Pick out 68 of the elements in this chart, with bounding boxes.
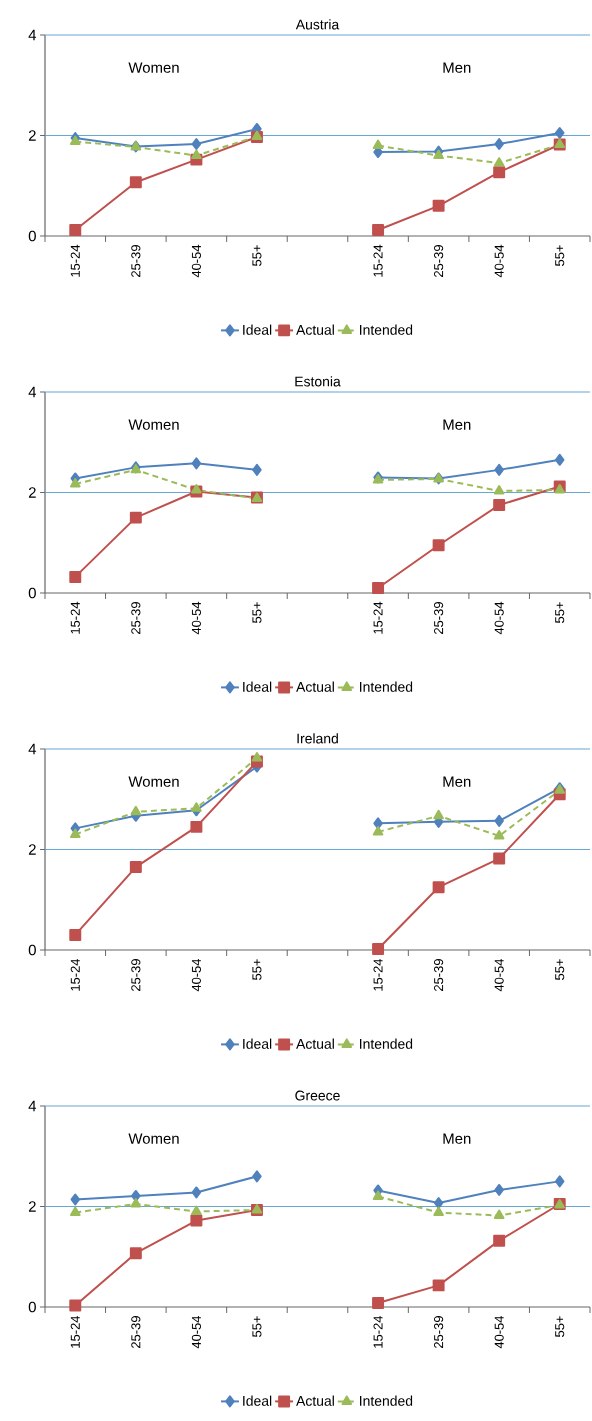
legend-label: Actual (296, 681, 334, 692)
annotation: Women (128, 776, 179, 787)
annotation: Women (128, 419, 179, 430)
chart-title: Estonia (295, 376, 341, 387)
y-tick-label: 0 (28, 230, 36, 242)
x-tick-label: 40-54 (494, 1315, 504, 1349)
x-tick-label: 15-24 (70, 1315, 80, 1348)
x-tick-label: 55+ (252, 602, 262, 623)
x-tick-label: 40-54 (191, 601, 201, 635)
x-tick-label: 40-54 (494, 244, 504, 278)
x-tick-label: 15-24 (373, 1315, 383, 1348)
annotation: Women (128, 62, 179, 73)
y-tick-label: 4 (28, 743, 37, 755)
x-tick-label: 25-39 (131, 959, 141, 991)
y-tick-label: 2 (28, 130, 36, 141)
chart-title: Austria (295, 19, 340, 30)
legend-label: Ideal (243, 324, 272, 335)
x-tick-label: 40-54 (494, 958, 504, 992)
x-tick-label: 15-24 (373, 958, 383, 991)
x-tick-label: 15-24 (373, 244, 383, 277)
y-tick-label: 4 (28, 1100, 37, 1112)
legend-label: Intended (360, 1395, 413, 1406)
x-tick-label: 55+ (555, 1316, 565, 1337)
legend-label: Ideal (243, 1395, 272, 1406)
x-tick-label: 15-24 (70, 244, 80, 277)
x-tick-label: 25-39 (434, 602, 444, 634)
y-tick-label: 4 (28, 386, 37, 398)
x-tick-label: 40-54 (191, 1315, 201, 1349)
x-tick-label: 40-54 (494, 601, 504, 635)
x-tick-label: 55+ (252, 1316, 262, 1337)
legend-label: Actual (296, 1038, 334, 1049)
x-tick-label: 15-24 (70, 958, 80, 991)
x-tick-label: 25-39 (131, 245, 141, 277)
chart-title: Greece (295, 1090, 340, 1101)
x-tick-label: 25-39 (434, 959, 444, 991)
legend-label: Ideal (243, 681, 272, 692)
y-tick-label: 0 (28, 1301, 36, 1313)
y-tick-label: 2 (28, 844, 36, 855)
y-tick-label: 2 (28, 487, 36, 498)
x-tick-label: 25-39 (131, 602, 141, 634)
x-tick-label: 15-24 (373, 601, 383, 634)
x-tick-label: 55+ (252, 959, 262, 980)
y-tick-label: 0 (28, 944, 36, 956)
legend-label: Ideal (243, 1038, 272, 1049)
x-tick-label: 55+ (555, 602, 565, 623)
x-tick-label: 40-54 (191, 244, 201, 278)
x-tick-label: 55+ (252, 245, 262, 266)
legend-label: Intended (360, 1038, 413, 1049)
chart-title: Ireland (297, 733, 338, 744)
y-tick-label: 2 (28, 1201, 36, 1212)
x-tick-label: 40-54 (191, 958, 201, 992)
annotation: Women (128, 1133, 179, 1144)
x-tick-label: 25-39 (434, 245, 444, 277)
x-tick-label: 25-39 (131, 1316, 141, 1348)
x-tick-label: 55+ (555, 245, 565, 266)
legend-label: Actual (296, 324, 334, 335)
annotation: Men (443, 1133, 471, 1144)
legend-label: Actual (296, 1395, 334, 1406)
x-tick-label: 25-39 (434, 1316, 444, 1348)
legend-label: Intended (360, 324, 413, 335)
legend-label: Intended (360, 681, 413, 692)
y-tick-label: 0 (28, 587, 36, 599)
y-tick-label: 4 (28, 29, 37, 41)
x-tick-label: 55+ (555, 959, 565, 980)
annotation: Men (443, 419, 471, 430)
annotation: Men (443, 62, 471, 73)
annotation: Men (443, 776, 471, 787)
x-tick-label: 15-24 (70, 601, 80, 634)
